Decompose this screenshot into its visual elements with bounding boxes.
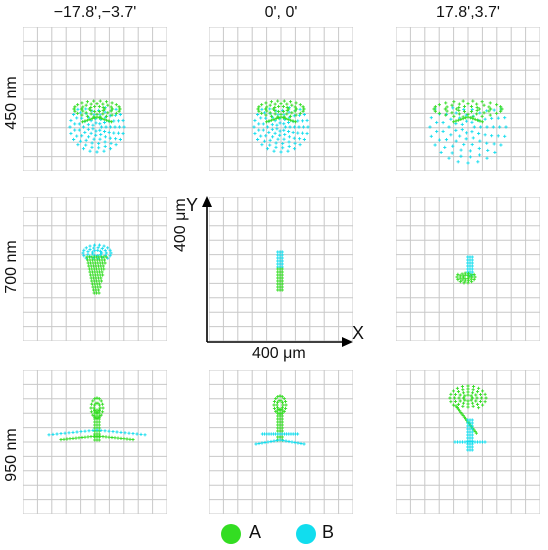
legend-a-label: A bbox=[249, 522, 262, 542]
spot-panel-950nm-center bbox=[209, 370, 353, 514]
legend-a-marker bbox=[221, 524, 241, 544]
spot-panel-700nm-center bbox=[209, 197, 353, 341]
x-axis-letter: X bbox=[352, 323, 365, 343]
x-arrow-head bbox=[342, 337, 353, 347]
column-label-right: 17.8',3.7' bbox=[436, 4, 500, 21]
y-axis-letter: Y bbox=[186, 195, 199, 215]
legend-b-label: B bbox=[322, 522, 335, 542]
axes-arrows bbox=[202, 196, 353, 347]
spot-panel-950nm-right bbox=[396, 370, 540, 514]
y-axis-scale-label: 400 μm bbox=[172, 198, 189, 252]
y-arrow-head bbox=[202, 196, 212, 207]
spot-panel-450nm-right bbox=[396, 27, 540, 171]
spot-panel-700nm-left bbox=[23, 197, 167, 341]
spot-panel-450nm-center bbox=[209, 27, 353, 171]
column-label-center: 0', 0' bbox=[264, 4, 298, 21]
legend-b-marker bbox=[296, 524, 316, 544]
x-axis-scale-label: 400 μm bbox=[252, 345, 306, 362]
row-label-450: 450 nm bbox=[3, 76, 20, 130]
row-label-950: 950 nm bbox=[3, 428, 20, 482]
spot-panel-950nm-left bbox=[23, 370, 167, 514]
row-label-700: 700 nm bbox=[3, 240, 20, 294]
spot-panel-700nm-right bbox=[396, 197, 540, 341]
column-label-left: −17.8',−3.7' bbox=[53, 4, 137, 21]
spot-panel-450nm-left bbox=[23, 27, 167, 171]
